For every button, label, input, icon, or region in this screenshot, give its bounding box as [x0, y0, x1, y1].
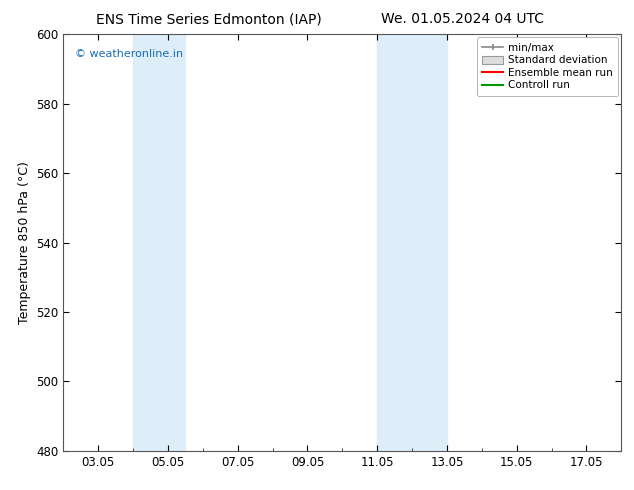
Bar	[377, 34, 447, 451]
Y-axis label: Temperature 850 hPa (°C): Temperature 850 hPa (°C)	[18, 161, 30, 324]
Legend: min/max, Standard deviation, Ensemble mean run, Controll run: min/max, Standard deviation, Ensemble me…	[477, 37, 618, 96]
Text: © weatheronline.in: © weatheronline.in	[75, 49, 183, 59]
Text: We. 01.05.2024 04 UTC: We. 01.05.2024 04 UTC	[381, 12, 545, 26]
Text: ENS Time Series Edmonton (IAP): ENS Time Series Edmonton (IAP)	[96, 12, 322, 26]
Bar	[133, 34, 185, 451]
